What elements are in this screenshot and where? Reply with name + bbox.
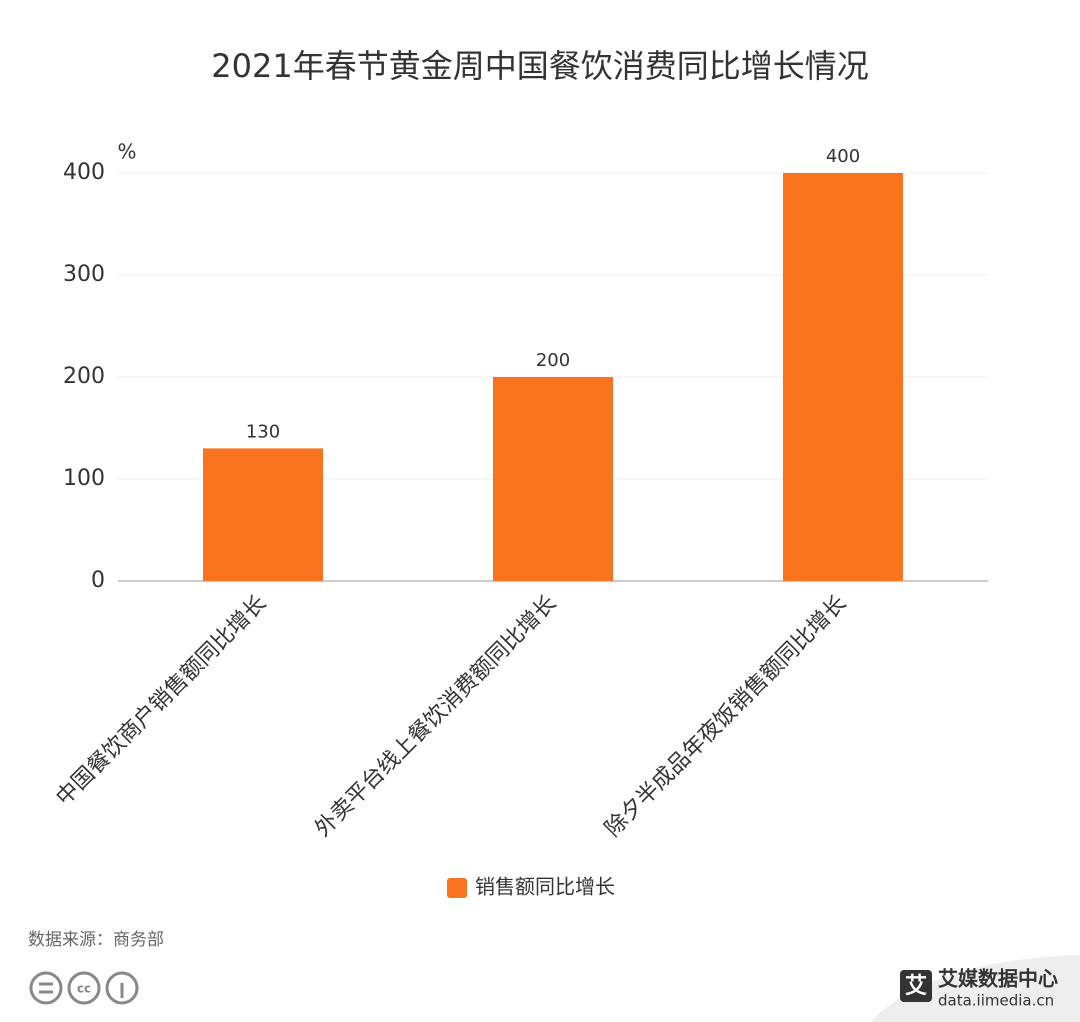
y-tick-label: 100 xyxy=(63,466,105,491)
x-tick-label: 除夕半成品年夜饭销售额同比增长 xyxy=(600,591,851,842)
logo-box xyxy=(900,970,932,1002)
license-icons xyxy=(29,971,139,1005)
legend-swatch xyxy=(447,878,467,898)
y-unit: % xyxy=(117,140,136,164)
url: data.iimedia.cn xyxy=(938,992,1054,1010)
legend-label: 销售额同比增长 xyxy=(475,875,615,899)
x-tick-label: 外卖平台线上餐饮消费额同比增长 xyxy=(310,591,561,842)
value-label: 130 xyxy=(246,421,280,442)
watermark-bg xyxy=(870,955,1080,1022)
y-tick-label: 400 xyxy=(63,160,105,185)
bar xyxy=(783,173,903,581)
bar xyxy=(493,377,613,581)
brand: 艾媒数据中心 xyxy=(938,967,1058,991)
x-tick-label: 中国餐饮商户销售额同比增长 xyxy=(52,591,272,811)
source: 数据来源：商务部 xyxy=(28,930,164,950)
y-tick-label: 300 xyxy=(63,262,105,287)
value-label: 400 xyxy=(826,146,860,167)
y-tick-label: 200 xyxy=(63,364,105,389)
bar xyxy=(203,448,323,581)
y-tick-label: 0 xyxy=(91,568,105,593)
logo: 艾 xyxy=(905,974,927,999)
chart-title: 2021年春节黄金周中国餐饮消费同比增长情况 xyxy=(211,47,868,85)
cc-text: cc xyxy=(77,982,91,996)
value-label: 200 xyxy=(536,350,570,371)
